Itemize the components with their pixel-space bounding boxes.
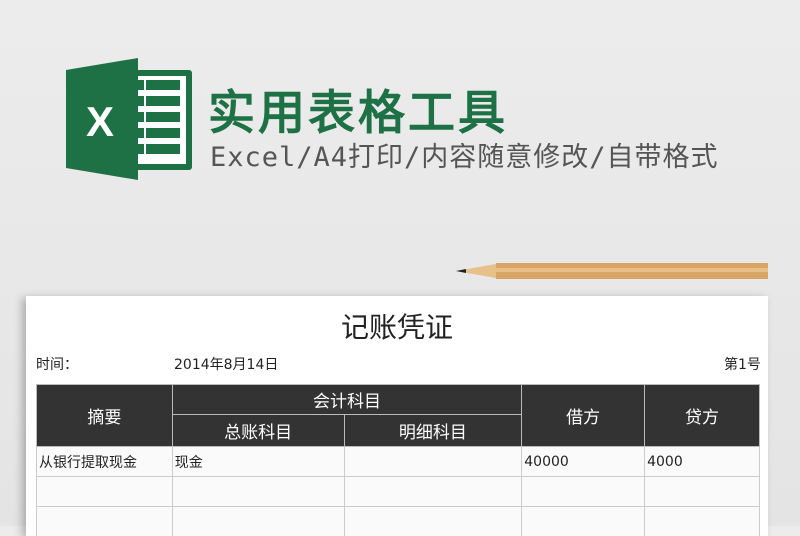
table-cell[interactable]: 现金 bbox=[172, 447, 344, 477]
header-debit: 借方 bbox=[522, 385, 645, 447]
table-cell[interactable] bbox=[172, 477, 344, 507]
table-cell[interactable] bbox=[645, 507, 760, 536]
header-detail-account: 明细科目 bbox=[344, 415, 522, 447]
table-cell[interactable] bbox=[344, 477, 522, 507]
table-cell[interactable] bbox=[37, 477, 173, 507]
table-cell[interactable]: 4000 bbox=[645, 447, 760, 477]
banner-subtitle: Excel/A4打印/内容随意修改/自带格式 bbox=[210, 135, 719, 174]
table-cell[interactable] bbox=[522, 507, 645, 536]
excel-logo: X bbox=[66, 58, 194, 180]
banner-title: 实用表格工具 bbox=[208, 74, 508, 143]
voucher-number: 第1号 bbox=[724, 354, 761, 374]
table-cell[interactable] bbox=[344, 507, 522, 536]
header-summary: 摘要 bbox=[37, 385, 173, 447]
table-cell[interactable] bbox=[645, 477, 760, 507]
table-cell[interactable]: 从银行提取现金 bbox=[37, 447, 173, 477]
voucher-sheet: 记账凭证 时间： 2014年8月14日 第1号 摘要 会计科目 借方 贷方 总账… bbox=[26, 296, 768, 536]
header-credit: 贷方 bbox=[645, 385, 760, 447]
voucher-date: 2014年8月14日 bbox=[174, 354, 278, 374]
header-general-account: 总账科目 bbox=[172, 415, 344, 447]
table-cell[interactable] bbox=[172, 507, 344, 536]
svg-text:X: X bbox=[86, 98, 114, 145]
voucher-title: 记账凭证 bbox=[26, 306, 768, 346]
table-cell[interactable] bbox=[344, 447, 522, 477]
table-cell[interactable]: 40000 bbox=[522, 447, 645, 477]
table-cell[interactable] bbox=[522, 477, 645, 507]
header-account: 会计科目 bbox=[172, 385, 521, 415]
time-label: 时间： bbox=[36, 354, 78, 374]
table-row bbox=[37, 507, 760, 536]
table-cell[interactable] bbox=[37, 507, 173, 536]
pencil-image bbox=[456, 262, 768, 280]
table-row bbox=[37, 477, 760, 507]
